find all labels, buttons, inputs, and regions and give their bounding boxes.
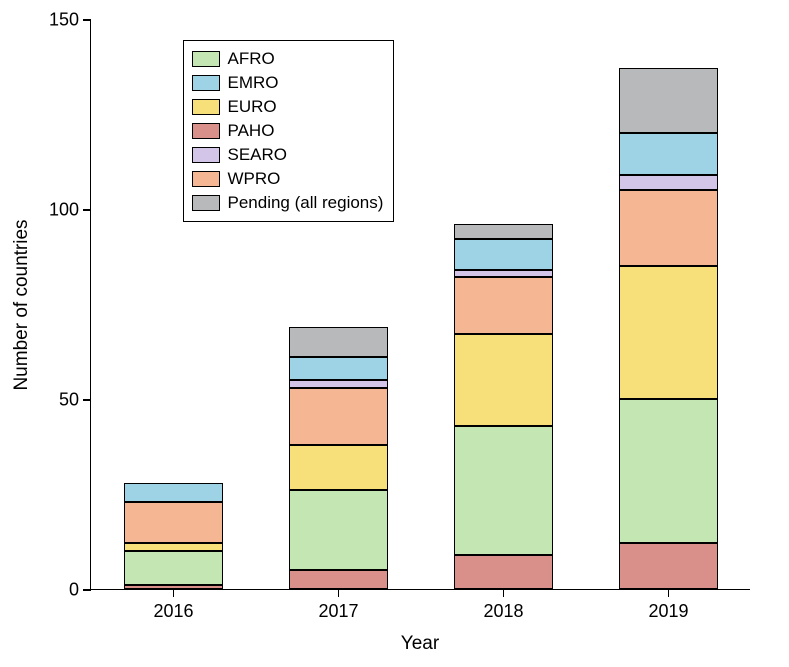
segment-wpro [124, 502, 223, 544]
x-tick [338, 589, 340, 597]
legend-item-emro: EMRO [192, 71, 384, 95]
legend-item-wpro: WPRO [192, 167, 384, 191]
legend: AFRO EMRO EURO PAHO SEARO WPRO Pending (all re… [183, 40, 395, 222]
legend-swatch [192, 171, 220, 187]
segment-paho [124, 585, 223, 589]
segment-afro [124, 551, 223, 585]
x-tick-label: 2017 [318, 601, 358, 622]
legend-label: AFRO [228, 49, 275, 69]
y-tick [83, 209, 91, 211]
segment-afro [454, 426, 553, 555]
segment-euro [124, 543, 223, 551]
segment-emro [124, 483, 223, 502]
legend-label: EMRO [228, 73, 279, 93]
legend-item-euro: EURO [192, 95, 384, 119]
segment-wpro [289, 388, 388, 445]
legend-label: SEARO [228, 145, 288, 165]
segment-euro [454, 334, 553, 425]
legend-label: WPRO [228, 169, 281, 189]
x-tick-label: 2016 [153, 601, 193, 622]
y-tick [83, 589, 91, 591]
segment-emro [289, 357, 388, 380]
segment-afro [289, 490, 388, 570]
stacked-bar-chart: Number of countries Year AFRO EMRO EURO PAH… [0, 0, 789, 667]
segment-pending [454, 224, 553, 239]
segment-emro [619, 133, 718, 175]
segment-paho [619, 543, 718, 589]
legend-label: EURO [228, 97, 277, 117]
segment-searo [619, 175, 718, 190]
legend-swatch [192, 75, 220, 91]
legend-swatch [192, 51, 220, 67]
segment-wpro [619, 190, 718, 266]
x-tick-label: 2018 [483, 601, 523, 622]
y-tick-label: 50 [59, 390, 79, 411]
legend-swatch [192, 123, 220, 139]
segment-euro [619, 266, 718, 399]
segment-searo [454, 270, 553, 278]
segment-pending [289, 327, 388, 357]
legend-item-paho: PAHO [192, 119, 384, 143]
legend-label: Pending (all regions) [228, 193, 384, 213]
segment-emro [454, 239, 553, 269]
y-tick-label: 150 [49, 10, 79, 31]
x-axis-title: Year [401, 633, 439, 655]
y-tick [83, 399, 91, 401]
y-tick-label: 0 [69, 580, 79, 601]
x-tick [668, 589, 670, 597]
segment-paho [289, 570, 388, 589]
plot-area: AFRO EMRO EURO PAHO SEARO WPRO Pending (all re… [90, 20, 750, 590]
y-axis-title: Number of countries [11, 219, 33, 390]
segment-searo [289, 380, 388, 388]
y-tick [83, 19, 91, 21]
x-tick [173, 589, 175, 597]
y-tick-label: 100 [49, 200, 79, 221]
segment-paho [454, 555, 553, 589]
legend-label: PAHO [228, 121, 275, 141]
legend-item-afro: AFRO [192, 47, 384, 71]
legend-item-pending: Pending (all regions) [192, 191, 384, 215]
legend-swatch [192, 99, 220, 115]
x-tick-label: 2019 [648, 601, 688, 622]
legend-swatch [192, 195, 220, 211]
legend-swatch [192, 147, 220, 163]
segment-afro [619, 399, 718, 543]
segment-euro [289, 445, 388, 491]
segment-pending [619, 68, 718, 133]
legend-item-searo: SEARO [192, 143, 384, 167]
x-tick [503, 589, 505, 597]
segment-wpro [454, 277, 553, 334]
